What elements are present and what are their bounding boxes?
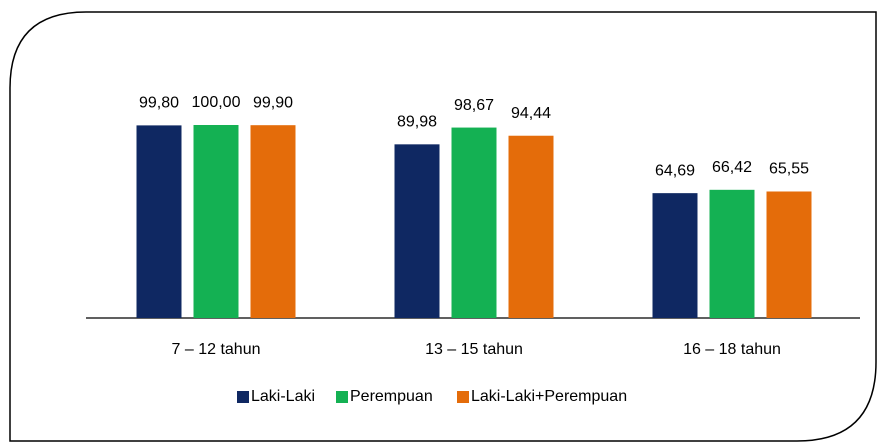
x-tick-label: 13 – 15 tahun: [425, 341, 523, 358]
data-label: 65,55: [769, 161, 809, 178]
data-label: 99,90: [253, 94, 293, 111]
bar: [394, 144, 440, 318]
legend-swatch: [336, 391, 348, 403]
bar: [652, 193, 698, 318]
data-label: 89,98: [397, 114, 437, 131]
bar: [136, 125, 182, 318]
x-tick-label: 16 – 18 tahun: [683, 341, 781, 358]
legend-label: Laki-Laki+Perempuan: [471, 388, 627, 405]
frame: [9, 11, 877, 442]
data-label: 94,44: [511, 105, 551, 122]
x-tick-label: 7 – 12 tahun: [172, 341, 261, 358]
data-label: 100,00: [192, 94, 241, 111]
bar: [709, 189, 755, 318]
bar: [193, 125, 239, 318]
data-label: 98,67: [454, 97, 494, 114]
data-label: 66,42: [712, 159, 752, 176]
data-label: 64,69: [655, 162, 695, 179]
bar: [451, 127, 497, 319]
legend-swatch: [237, 391, 249, 403]
legend-label: Laki-Laki: [251, 388, 315, 405]
legend-label: Perempuan: [350, 388, 433, 405]
legend-swatch: [457, 391, 469, 403]
bar: [508, 135, 554, 318]
data-label: 99,80: [139, 95, 179, 112]
bar: [250, 125, 296, 319]
bar: [766, 191, 812, 318]
